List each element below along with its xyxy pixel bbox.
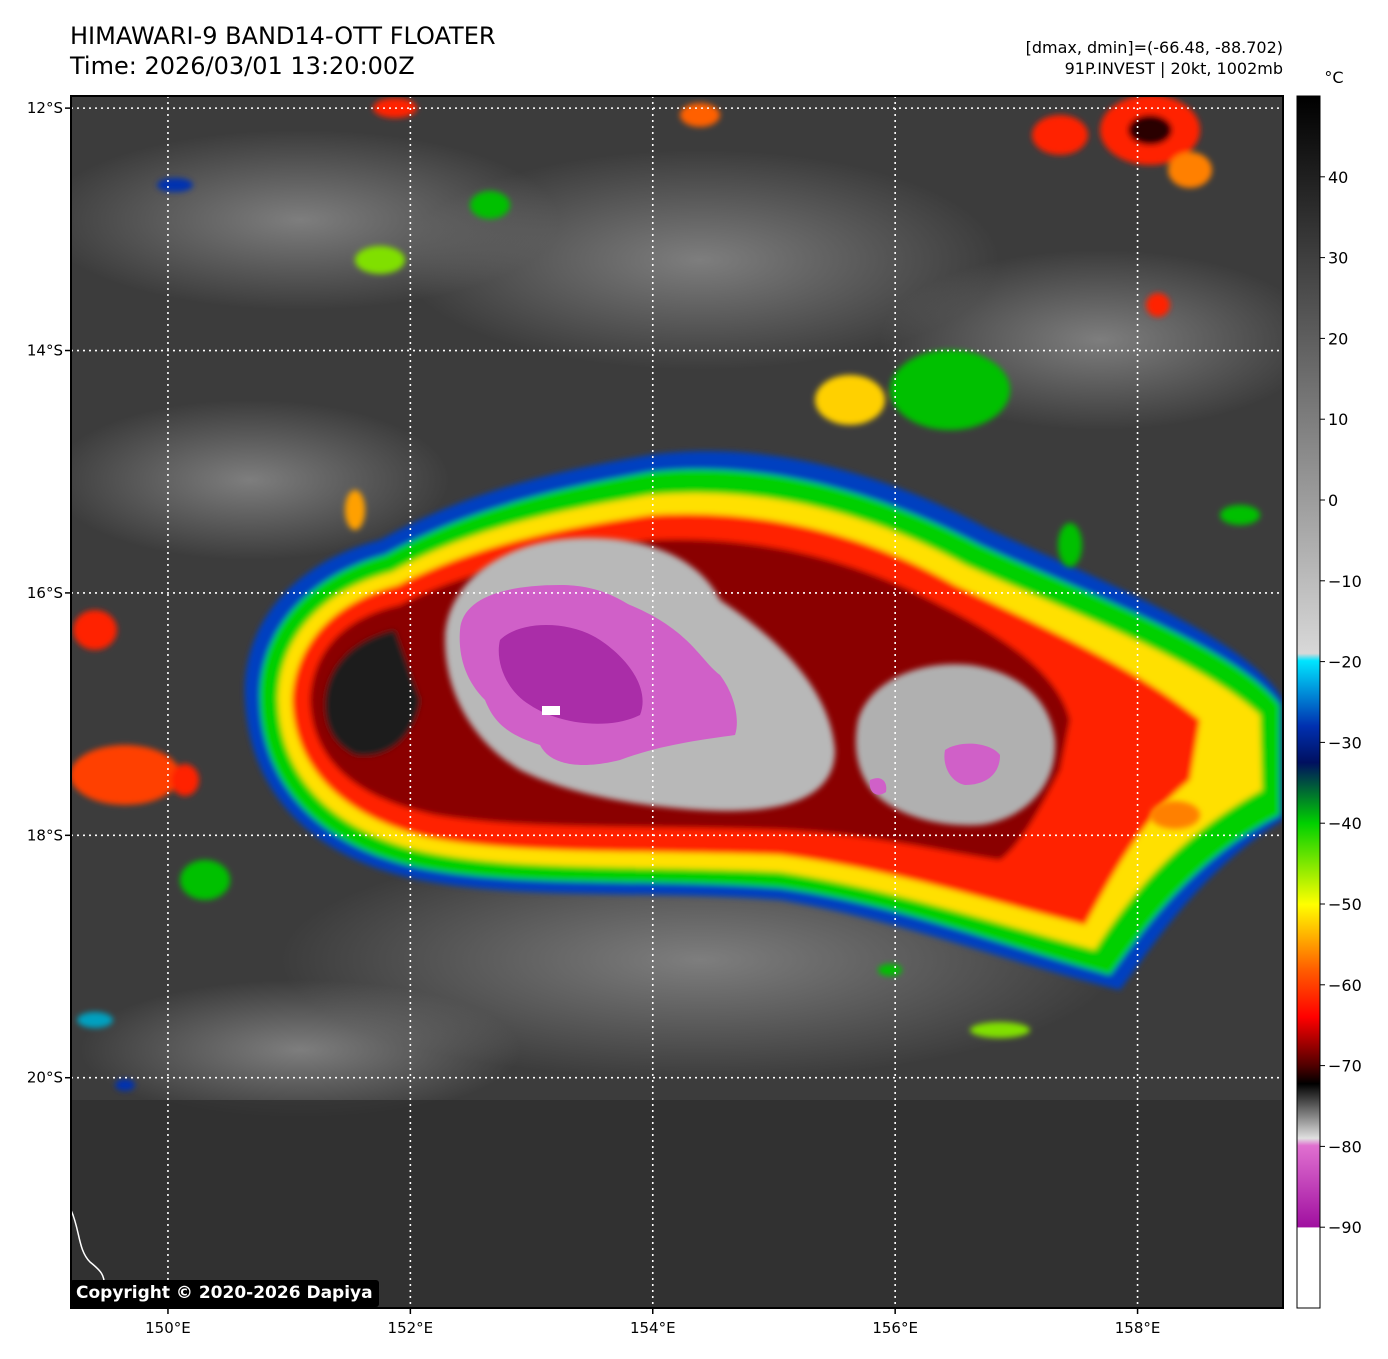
- colorbar: °C 40 30 20 10 0 −10 −20 −30 −40 −50 −60 −70 −80 −90: [1296, 68, 1362, 1309]
- lat-tick-label: 14°S: [27, 342, 63, 360]
- colorbar-tick-label: 20: [1328, 329, 1348, 348]
- lon-tick-label: 154°E: [630, 1319, 676, 1337]
- lon-tick-label: 158°E: [1115, 1319, 1161, 1337]
- dmax-dmin-label: [dmax, dmin]=(-66.48, -88.702): [1025, 38, 1283, 57]
- colorbar-tick-label: −40: [1328, 814, 1362, 833]
- colorbar-tick-label: 40: [1328, 168, 1348, 187]
- lat-tick-label: 16°S: [27, 584, 63, 602]
- lon-tick-label: 152°E: [388, 1319, 434, 1337]
- lat-tick-label: 18°S: [27, 826, 63, 844]
- colorbar-unit: °C: [1324, 68, 1343, 87]
- satellite-imagery: [71, 96, 1283, 1308]
- colorbar-tick-label: 30: [1328, 249, 1348, 268]
- colorbar-tick-label: 0: [1328, 491, 1338, 510]
- colorbar-tick-label: −10: [1328, 572, 1362, 591]
- chart-title: HIMAWARI-9 BAND14-OTT FLOATER: [70, 22, 496, 50]
- longitude-axis: 150°E 152°E 154°E 156°E 158°E: [145, 1308, 1160, 1337]
- colorbar-tick-label: −90: [1328, 1218, 1362, 1237]
- colorbar-tick-label: −70: [1328, 1057, 1362, 1076]
- latitude-axis: 12°S 14°S 16°S 18°S 20°S: [27, 99, 71, 1087]
- colorbar-tick-label: −50: [1328, 895, 1362, 914]
- colorbar-tick-label: −30: [1328, 733, 1362, 752]
- storm-info-label: 91P.INVEST | 20kt, 1002mb: [1064, 59, 1283, 78]
- copyright-badge: Copyright © 2020-2026 Dapiya: [70, 1280, 379, 1307]
- lon-tick-label: 150°E: [145, 1319, 191, 1337]
- colorbar-scale: [1296, 95, 1321, 1309]
- colorbar-tick-label: −60: [1328, 976, 1362, 995]
- colorbar-tick-label: −80: [1328, 1137, 1362, 1156]
- colorbar-tick-label: −20: [1328, 653, 1362, 672]
- lat-tick-label: 12°S: [27, 99, 63, 117]
- lon-tick-label: 156°E: [872, 1319, 918, 1337]
- colorbar-tick-label: 10: [1328, 410, 1348, 429]
- chart-time: Time: 2026/03/01 13:20:00Z: [70, 52, 415, 80]
- lat-tick-label: 20°S: [27, 1069, 63, 1087]
- map-frame: [70, 95, 1284, 1309]
